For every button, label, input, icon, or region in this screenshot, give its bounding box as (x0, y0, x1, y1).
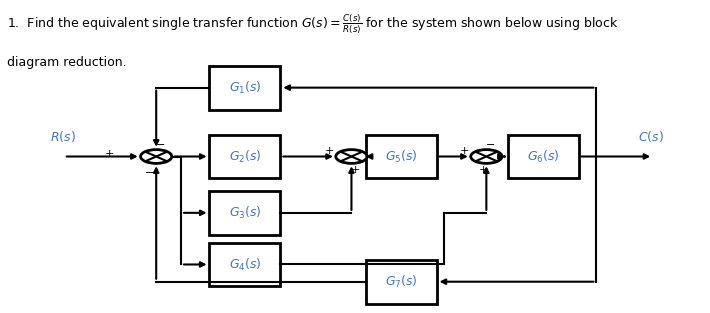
Text: $R(s)$: $R(s)$ (50, 129, 75, 144)
Text: $+$: $+$ (104, 148, 114, 159)
Circle shape (336, 150, 367, 163)
Text: $+$: $+$ (478, 164, 488, 175)
Text: $C(s)$: $C(s)$ (638, 129, 664, 144)
FancyBboxPatch shape (209, 135, 280, 178)
FancyBboxPatch shape (209, 243, 280, 286)
Text: $G_7(s)$: $G_7(s)$ (385, 274, 417, 290)
FancyBboxPatch shape (209, 191, 280, 235)
Text: $G_6(s)$: $G_6(s)$ (527, 148, 559, 165)
Circle shape (141, 150, 172, 163)
Text: $-$: $-$ (485, 138, 495, 148)
Text: $+$: $+$ (459, 145, 469, 156)
Text: $G_3(s)$: $G_3(s)$ (229, 205, 261, 221)
Text: diagram reduction.: diagram reduction. (7, 56, 126, 69)
Text: $-$: $-$ (155, 138, 165, 148)
Text: $+$: $+$ (350, 164, 360, 175)
FancyBboxPatch shape (209, 66, 280, 110)
Text: $G_4(s)$: $G_4(s)$ (229, 256, 261, 273)
FancyBboxPatch shape (508, 135, 579, 178)
Text: $G_1(s)$: $G_1(s)$ (229, 80, 261, 96)
Text: $-$: $-$ (144, 166, 154, 176)
Text: $G_2(s)$: $G_2(s)$ (229, 148, 261, 165)
Text: 1.  Find the equivalent single transfer function $G(s)=\frac{C(s)}{R(s)}$ for th: 1. Find the equivalent single transfer f… (7, 13, 618, 36)
FancyBboxPatch shape (366, 260, 437, 304)
Text: $G_5(s)$: $G_5(s)$ (385, 148, 417, 165)
FancyBboxPatch shape (366, 135, 437, 178)
Text: $+$: $+$ (324, 145, 334, 156)
Circle shape (471, 150, 502, 163)
